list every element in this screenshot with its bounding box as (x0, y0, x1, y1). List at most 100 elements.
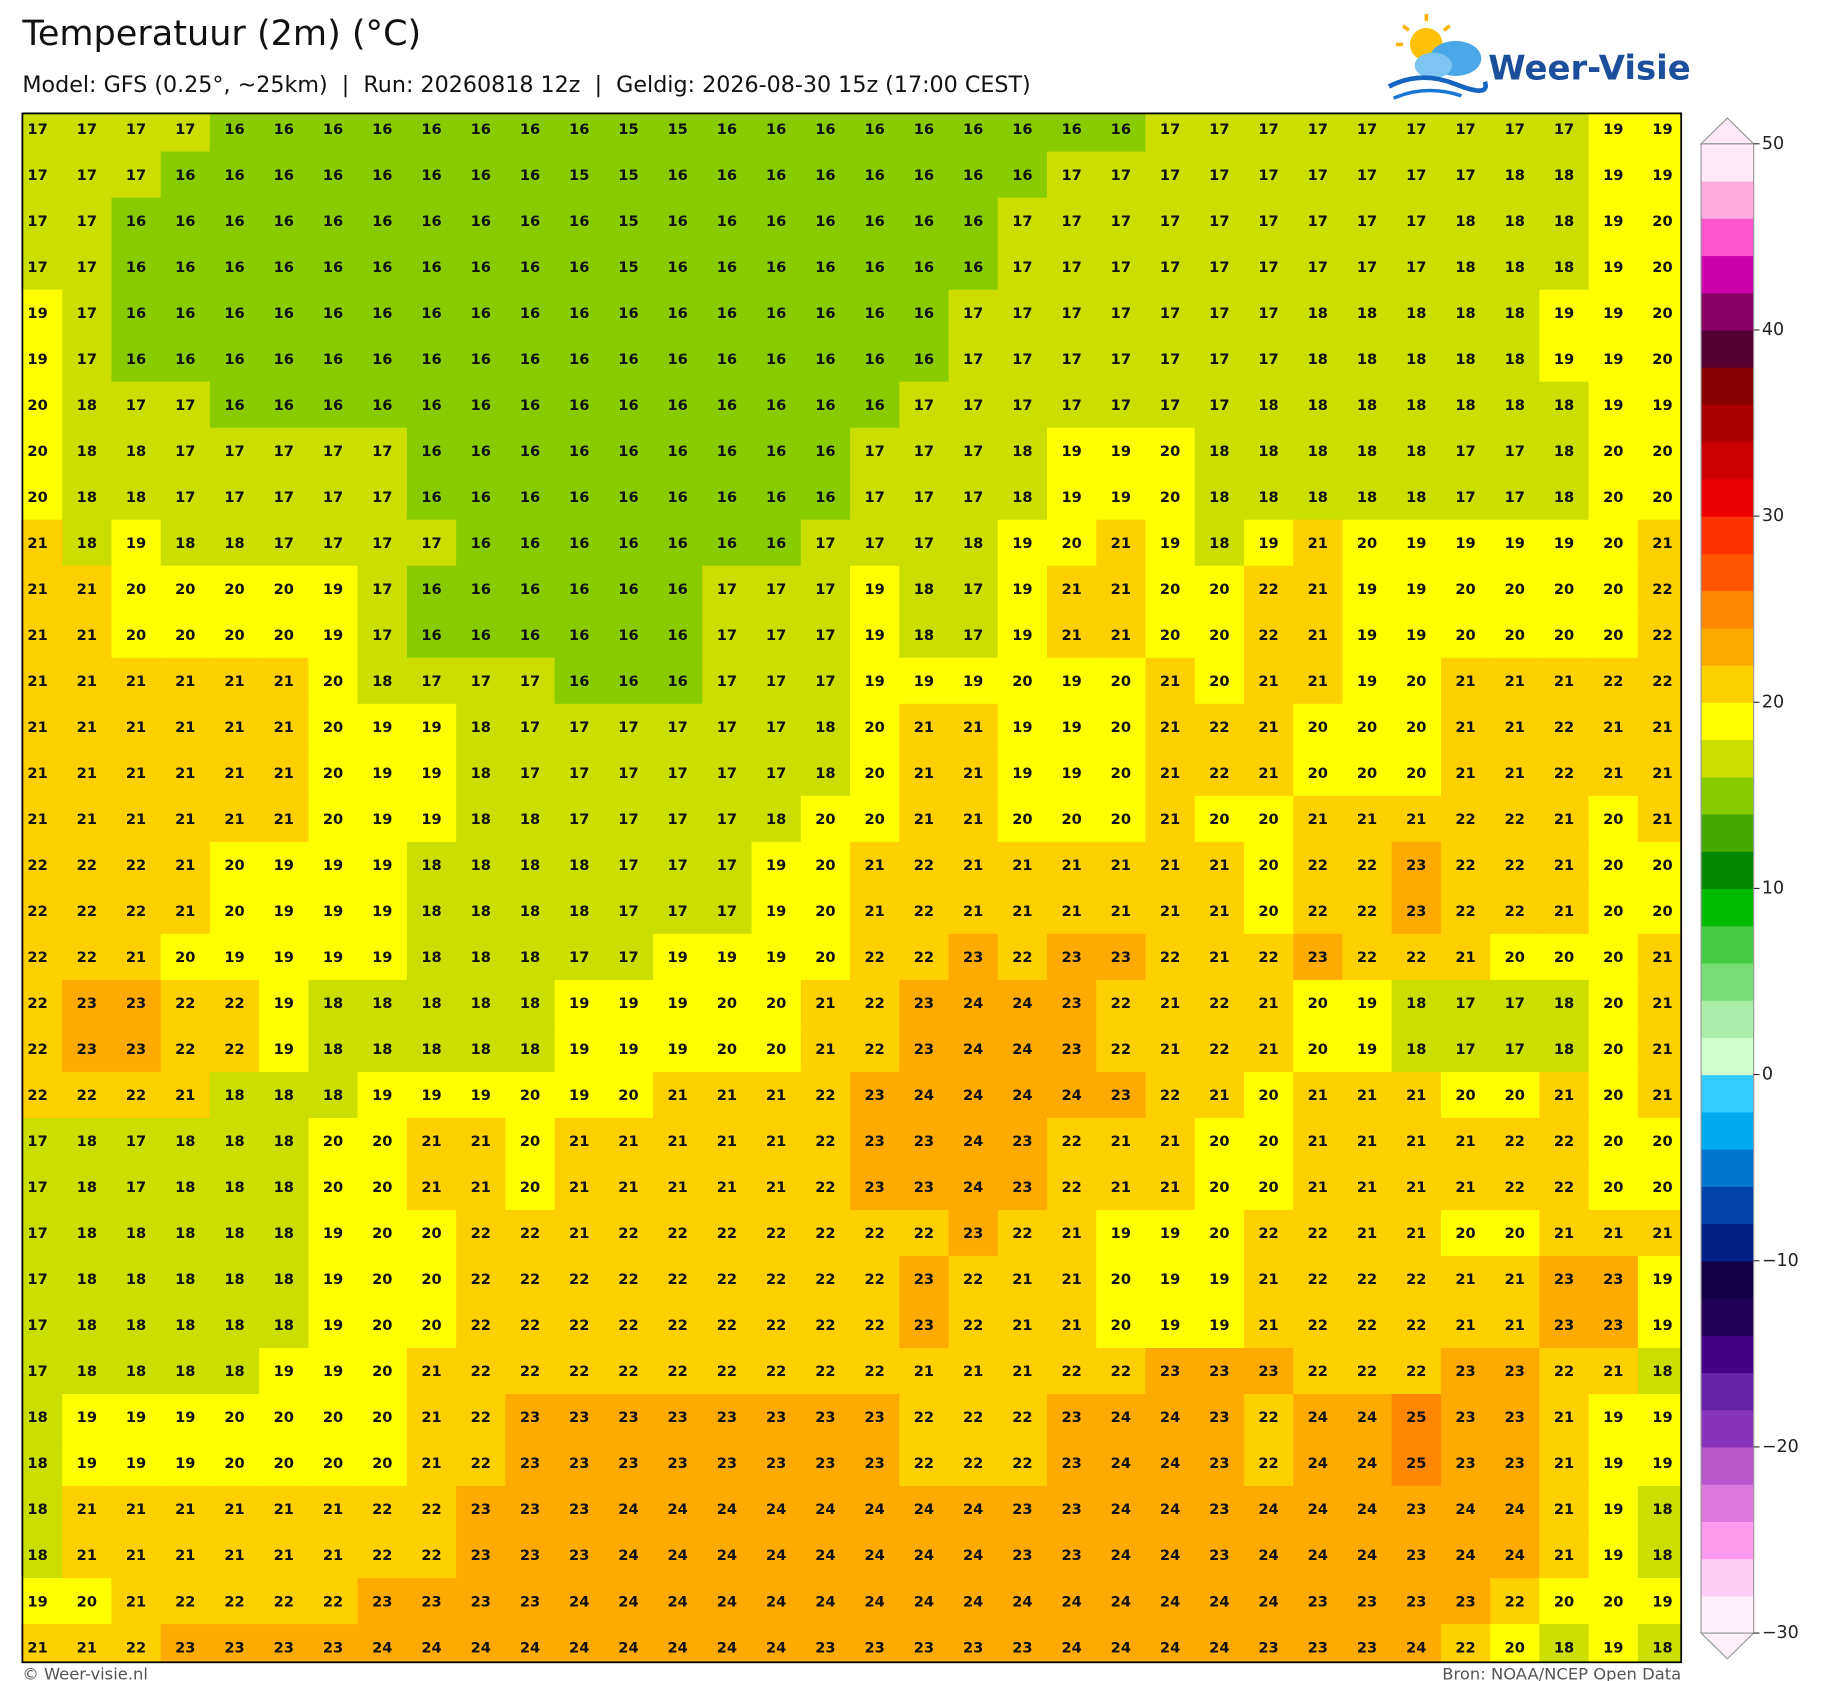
temperature-label: 19 (421, 811, 441, 828)
temperature-cell (850, 1440, 900, 1487)
temperature-label: 16 (471, 305, 491, 322)
temperature-label: 16 (520, 581, 540, 598)
temperature-cell (1096, 979, 1147, 1027)
temperature-cell (1047, 1440, 1097, 1487)
temperature-label: 17 (274, 535, 294, 552)
temperature-cell (62, 611, 113, 659)
temperature-cell (1440, 1071, 1491, 1119)
temperature-cell (603, 565, 654, 613)
temperature-label: 16 (175, 305, 195, 322)
temperature-cell (603, 1624, 654, 1663)
temperature-cell (1588, 113, 1639, 153)
temperature-label: 21 (963, 857, 983, 874)
temperature-cell (259, 1347, 310, 1395)
temperature-cell (1637, 1440, 1682, 1487)
temperature-cell (899, 243, 950, 291)
temperature-cell (62, 795, 113, 843)
temperature-label: 19 (1652, 1455, 1672, 1472)
temperature-label: 17 (77, 121, 97, 138)
temperature-cell (1145, 381, 1196, 429)
temperature-label: 16 (766, 535, 786, 552)
temperature-cell (22, 1624, 63, 1663)
temperature-label: 23 (520, 1455, 540, 1472)
temperature-label: 15 (618, 259, 638, 276)
temperature-cell (1490, 1440, 1541, 1487)
temperature-label: 17 (1061, 397, 1081, 414)
temperature-label: 21 (1308, 1133, 1328, 1150)
temperature-label: 20 (1160, 627, 1180, 644)
temperature-cell (1637, 749, 1682, 797)
temperature-cell (603, 657, 654, 705)
temperature-label: 21 (274, 1501, 294, 1518)
temperature-label: 18 (27, 1455, 47, 1472)
temperature-label: 16 (1012, 121, 1032, 138)
temperature-label: 19 (126, 535, 146, 552)
temperature-label: 22 (1406, 1271, 1426, 1288)
temperature-label: 20 (1603, 489, 1623, 506)
temperature-cell (505, 1301, 556, 1349)
temperature-label: 16 (815, 489, 835, 506)
temperature-cell (1194, 1624, 1245, 1663)
temperature-label: 17 (1209, 351, 1229, 368)
temperature-cell (603, 1578, 654, 1625)
temperature-label: 17 (274, 443, 294, 460)
temperature-label: 17 (1012, 351, 1032, 368)
temperature-label: 16 (766, 489, 786, 506)
temperature-label: 17 (618, 903, 638, 920)
temperature-cell (406, 289, 457, 337)
temperature-cell (406, 243, 457, 291)
temperature-cell (1342, 381, 1393, 429)
temperature-label: 19 (963, 673, 983, 690)
temperature-cell (653, 749, 704, 797)
temperature-label: 19 (1406, 535, 1426, 552)
temperature-cell (1243, 151, 1294, 199)
temperature-cell (1490, 1071, 1541, 1119)
temperature-label: 17 (77, 351, 97, 368)
temperature-label: 16 (569, 351, 589, 368)
temperature-cell (653, 1440, 704, 1487)
temperature-cell (948, 1255, 999, 1303)
temperature-cell (850, 841, 900, 889)
temperature-label: 24 (815, 1547, 835, 1564)
temperature-cell (1440, 1117, 1491, 1165)
temperature-cell (948, 151, 999, 199)
temperature-label: 16 (914, 213, 934, 230)
temperature-cell (1637, 795, 1682, 843)
temperature-cell (1243, 1117, 1294, 1165)
temperature-label: 18 (520, 903, 540, 920)
temperature-label: 17 (1357, 259, 1377, 276)
temperature-cell (1293, 113, 1344, 153)
temperature-label: 18 (274, 1087, 294, 1104)
temperature-label: 17 (1455, 121, 1475, 138)
temperature-label: 18 (372, 1041, 392, 1058)
temperature-label: 17 (1406, 259, 1426, 276)
temperature-label: 22 (224, 1593, 244, 1610)
temperature-label: 21 (27, 581, 47, 598)
temperature-label: 21 (1554, 673, 1574, 690)
temperature-cell (22, 1486, 63, 1533)
temperature-label: 17 (717, 857, 737, 874)
temperature-cell (259, 1209, 310, 1257)
temperature-label: 21 (1061, 627, 1081, 644)
temperature-label: 16 (520, 489, 540, 506)
temperature-label: 18 (1455, 259, 1475, 276)
temperature-label: 16 (1012, 167, 1032, 184)
temperature-label: 24 (1308, 1455, 1328, 1472)
temperature-label: 16 (569, 673, 589, 690)
temperature-label: 20 (323, 1409, 343, 1426)
temperature-cell (22, 1394, 63, 1441)
temperature-label: 17 (864, 489, 884, 506)
temperature-label: 22 (1406, 1317, 1426, 1334)
temperature-label: 23 (520, 1593, 540, 1610)
temperature-label: 20 (1603, 627, 1623, 644)
temperature-cell (505, 565, 556, 613)
temperature-label: 21 (77, 1639, 97, 1656)
temperature-cell (1637, 473, 1682, 521)
temperature-label: 16 (421, 581, 441, 598)
temperature-cell (1145, 289, 1196, 337)
temperature-cell (308, 703, 359, 751)
temperature-cell (554, 1025, 605, 1073)
temperature-label: 21 (1406, 811, 1426, 828)
temperature-cell (800, 933, 851, 981)
colorbar-band (1701, 627, 1754, 666)
